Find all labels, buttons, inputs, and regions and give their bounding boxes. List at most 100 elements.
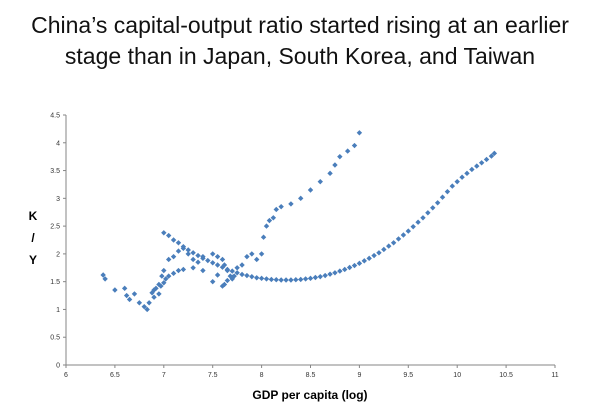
data-point-japan	[180, 243, 187, 250]
data-point-china	[307, 187, 314, 193]
y-axis-title-char: K	[29, 209, 38, 223]
data-point-japan	[190, 250, 196, 256]
x-axis-title: GDP per capita (log)	[252, 388, 367, 402]
chart-title-line-1: China’s capital-output ratio started ris…	[31, 12, 569, 38]
data-point-japan	[410, 223, 416, 230]
data-point-china	[249, 251, 255, 257]
data-point-south-korea-taiwan	[149, 290, 155, 296]
data-point-japan	[332, 270, 338, 276]
data-point-japan	[366, 255, 372, 262]
data-point-china	[298, 195, 304, 202]
x-tick-label: 11	[551, 372, 558, 379]
data-point-japan	[312, 274, 319, 281]
data-point-china	[214, 253, 221, 260]
data-point-japan	[337, 268, 343, 274]
data-point-japan	[224, 266, 231, 273]
data-point-south-korea-taiwan	[102, 276, 108, 282]
data-point-japan	[425, 210, 431, 216]
data-point-japan	[356, 260, 363, 267]
y-tick-label: 4	[56, 140, 60, 147]
data-point-japan	[205, 257, 211, 264]
data-point-japan	[283, 277, 289, 283]
data-point-china	[239, 262, 245, 268]
data-point-south-korea-taiwan	[141, 303, 147, 310]
data-point-china	[288, 201, 294, 207]
data-point-china	[170, 253, 177, 260]
data-point-japan	[371, 252, 377, 259]
y-tick-label: 3.5	[50, 168, 60, 175]
data-point-japan	[400, 232, 407, 238]
data-point-japan	[454, 178, 460, 185]
data-point-china	[190, 256, 196, 263]
data-point-south-korea-taiwan	[144, 306, 150, 313]
x-tick-label: 10	[453, 372, 461, 379]
data-point-japan	[395, 236, 402, 242]
data-point-china	[266, 217, 273, 224]
x-tick-label: 9.5	[403, 372, 413, 379]
y-tick-label: 0.5	[50, 335, 60, 342]
x-tick-label: 8	[260, 372, 264, 379]
data-point-japan	[405, 228, 411, 234]
data-point-japan	[263, 276, 270, 282]
data-point-china	[273, 206, 279, 213]
data-point-japan	[459, 174, 465, 180]
plot-area	[65, 115, 555, 366]
x-tick-label: 6.5	[110, 372, 120, 379]
x-axis: 6 6.5 7 7.5 8 8.5 9 9.5 10 10.5 11	[64, 365, 559, 379]
data-point-japan	[474, 163, 480, 169]
data-point-south-korea-taiwan	[165, 273, 172, 279]
y-tick-label: 0	[56, 363, 60, 370]
x-tick-label: 6	[64, 372, 68, 379]
y-tick-label: 1.5	[50, 279, 60, 286]
data-point-china	[185, 251, 191, 257]
data-point-japan	[469, 166, 475, 173]
x-tick-label: 7.5	[208, 372, 218, 379]
data-point-japan	[229, 268, 235, 274]
chart-title-line-2: stage than in Japan, South Korea, and Ta…	[64, 43, 536, 69]
data-point-south-korea-taiwan	[158, 283, 164, 289]
data-point-japan	[210, 260, 216, 266]
data-point-south-korea-taiwan	[190, 265, 196, 271]
data-point-japan	[234, 270, 240, 276]
data-point-south-korea-taiwan	[126, 296, 133, 303]
data-point-china	[356, 130, 363, 136]
data-point-japan	[302, 276, 309, 282]
data-point-china	[254, 256, 260, 263]
data-point-south-korea-taiwan	[156, 291, 162, 297]
data-point-china	[344, 148, 351, 154]
data-point-south-korea-taiwan	[153, 285, 159, 292]
data-point-japan	[464, 170, 470, 177]
data-point-japan	[298, 276, 304, 283]
y-axis: 0 0.5 1 1.5 2 2.5 3 3.5 4 4.5	[50, 113, 66, 370]
chart-title: China’s capital-output ratio started ris…	[0, 10, 600, 72]
y-axis-title: K / Y	[29, 209, 38, 267]
data-point-japan	[288, 277, 294, 283]
data-point-china	[332, 162, 338, 168]
data-point-japan	[161, 230, 167, 236]
y-axis-title-char: /	[31, 231, 35, 245]
data-point-japan	[381, 246, 387, 253]
x-tick-label: 7	[162, 372, 166, 379]
data-point-japan	[390, 240, 397, 246]
data-point-south-korea-taiwan	[121, 285, 128, 292]
data-point-japan	[244, 272, 250, 279]
data-point-japan	[273, 277, 279, 283]
data-point-south-korea-taiwan	[175, 267, 182, 274]
x-tick-label: 10.5	[499, 372, 513, 379]
data-point-japan	[342, 266, 348, 273]
data-point-south-korea-taiwan	[221, 281, 228, 288]
data-point-china	[161, 267, 167, 274]
data-point-japan	[170, 237, 177, 243]
data-point-south-korea-taiwan	[146, 300, 152, 306]
data-point-japan	[327, 271, 333, 277]
data-point-south-korea-taiwan	[163, 276, 169, 282]
data-point-japan	[449, 183, 456, 189]
data-point-china	[351, 142, 358, 149]
data-point-japan	[420, 215, 426, 221]
y-tick-label: 2	[56, 251, 60, 258]
data-point-south-korea-taiwan	[170, 270, 177, 277]
data-point-south-korea-taiwan	[131, 291, 138, 297]
data-point-china	[234, 265, 240, 271]
data-point-china	[210, 251, 216, 257]
y-tick-label: 2.5	[50, 224, 60, 231]
